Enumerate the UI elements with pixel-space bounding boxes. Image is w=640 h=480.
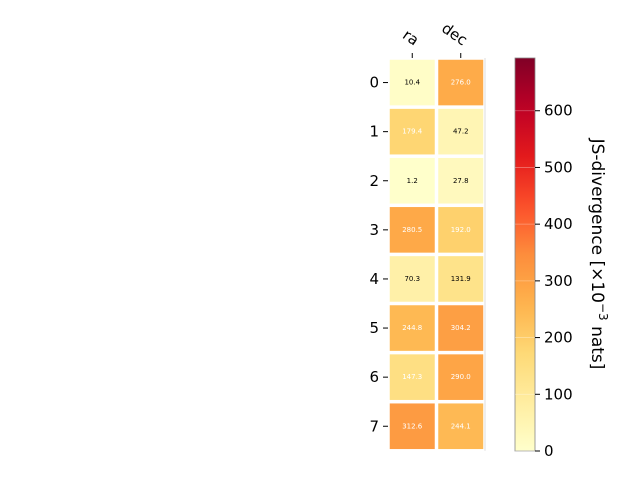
cell-value-label: 244.8 — [402, 324, 422, 332]
colorbar-tick-label: 300 — [544, 272, 573, 290]
heatmap-cell — [436, 303, 485, 353]
heatmap-cell — [388, 205, 437, 255]
heatmap-cell — [436, 352, 485, 402]
row-tick-label: 1 — [369, 123, 379, 141]
heatmap-cell — [388, 107, 437, 156]
colorbar — [514, 57, 536, 452]
colorbar-tick-label: 500 — [544, 158, 573, 176]
heatmap-cell — [388, 303, 437, 353]
colorbar-label: JS-divergence [×10−3 nats] — [587, 138, 610, 370]
heatmap-cell — [436, 401, 485, 451]
colorbar-tick-label: 0 — [544, 442, 554, 460]
colorbar-tick-label: 200 — [544, 329, 573, 347]
cell-value-label: 280.5 — [402, 226, 422, 234]
heatmap-cell — [388, 401, 437, 451]
cell-value-label: 290.0 — [451, 373, 471, 381]
colorbar-tick-label: 100 — [544, 385, 573, 403]
cell-value-label: 179.4 — [402, 128, 423, 136]
cell-value-label: 47.2 — [453, 128, 469, 136]
heatmap-cell — [388, 58, 437, 107]
row-tick-label: 0 — [369, 74, 379, 92]
heatmap-cell — [436, 156, 485, 206]
colorbar-tick-label: 400 — [544, 215, 573, 233]
heatmap-cell — [388, 156, 437, 206]
cell-value-label: 244.1 — [451, 422, 471, 430]
row-tick-label: 6 — [369, 368, 379, 386]
cell-value-label: 10.4 — [404, 79, 420, 87]
cell-value-label: 1.2 — [407, 177, 418, 185]
heatmap-cell — [436, 254, 485, 304]
heatmap-cell — [436, 205, 485, 255]
row-tick-label: 5 — [369, 319, 379, 337]
cell-value-label: 27.8 — [453, 177, 469, 185]
row-tick-label: 4 — [369, 270, 379, 288]
col-tick-label: ra — [399, 26, 422, 50]
cell-value-label: 70.3 — [404, 275, 420, 283]
cell-value-label: 192.0 — [451, 226, 471, 234]
heatmap-cell — [436, 58, 485, 107]
col-tick-label: dec — [438, 19, 470, 49]
cell-value-label: 147.3 — [402, 373, 422, 381]
colorbar-tick-label: 600 — [544, 102, 573, 120]
cell-value-label: 131.9 — [451, 275, 471, 283]
row-tick-label: 2 — [369, 172, 379, 190]
row-tick-label: 7 — [369, 417, 379, 435]
cell-value-label: 312.6 — [402, 422, 423, 430]
heatmap-cell — [388, 352, 437, 402]
row-tick-label: 3 — [369, 221, 379, 239]
cell-value-label: 304.2 — [451, 324, 471, 332]
heatmap-cell — [388, 254, 437, 304]
cell-value-label: 276.0 — [451, 79, 471, 87]
heatmap-cell — [436, 107, 485, 156]
